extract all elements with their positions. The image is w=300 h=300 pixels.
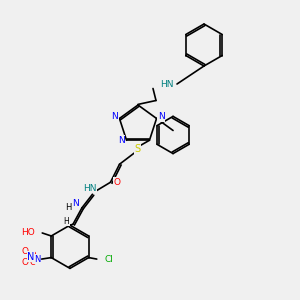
Text: H: H <box>64 217 69 226</box>
Text: O: O <box>21 247 28 256</box>
Text: O: O <box>21 258 28 267</box>
Text: HO: HO <box>21 229 35 238</box>
Text: HN: HN <box>160 80 173 89</box>
Text: N: N <box>158 112 164 122</box>
Text: N: N <box>27 252 34 262</box>
Text: N: N <box>73 199 79 208</box>
Text: O: O <box>29 258 36 267</box>
Text: N: N <box>34 255 41 264</box>
Text: N: N <box>118 136 124 145</box>
Text: S: S <box>134 144 140 154</box>
Text: Cl: Cl <box>104 255 113 264</box>
Text: O: O <box>29 251 36 260</box>
Text: HN: HN <box>83 184 97 193</box>
Text: H: H <box>65 203 72 212</box>
Text: N: N <box>112 112 118 122</box>
Text: O: O <box>114 178 121 187</box>
